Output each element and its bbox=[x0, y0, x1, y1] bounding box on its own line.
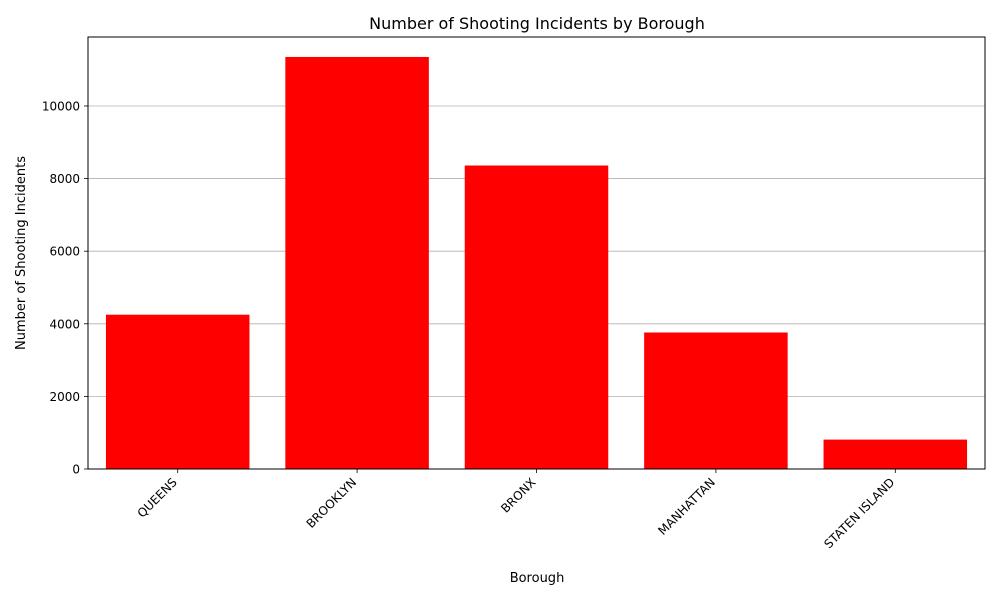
y-axis-label: Number of Shooting Incidents bbox=[14, 156, 29, 350]
x-tick-label: STATEN ISLAND bbox=[821, 475, 897, 551]
bar-staten-island bbox=[823, 439, 968, 469]
chart-title: Number of Shooting Incidents by Borough bbox=[369, 14, 705, 33]
x-tick-label: MANHATTAN bbox=[655, 475, 718, 538]
y-tick-label: 8000 bbox=[49, 172, 80, 186]
bars bbox=[105, 56, 968, 470]
x-axis-ticks: QUEENS BROOKLYN BRONX MANHATTAN STATEN ISLAN… bbox=[135, 469, 897, 551]
y-tick-label: 10000 bbox=[42, 99, 80, 113]
x-tick-label: BROOKLYN bbox=[304, 475, 360, 531]
y-tick-label: 2000 bbox=[49, 390, 80, 404]
y-tick-label: 0 bbox=[72, 463, 80, 477]
bar-manhattan bbox=[644, 332, 788, 469]
bar-queens bbox=[105, 314, 250, 469]
x-axis-label: Borough bbox=[510, 571, 565, 586]
bar-brooklyn bbox=[285, 56, 429, 470]
y-axis-ticks: 0 2000 4000 6000 8000 10000 bbox=[42, 99, 88, 477]
x-tick-label: BRONX bbox=[498, 475, 538, 515]
y-tick-label: 6000 bbox=[49, 245, 80, 259]
bar-bronx bbox=[464, 165, 609, 469]
y-tick-label: 4000 bbox=[49, 317, 80, 331]
x-tick-label: QUEENS bbox=[135, 475, 180, 520]
